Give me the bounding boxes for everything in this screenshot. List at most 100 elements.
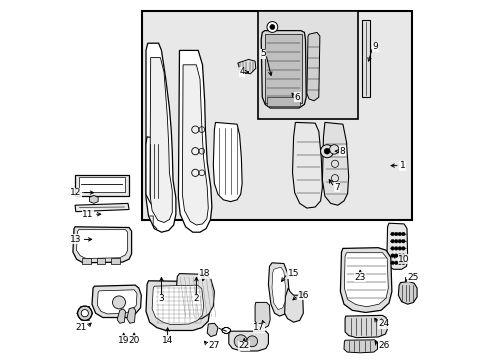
Polygon shape [238, 59, 256, 74]
Polygon shape [98, 290, 137, 314]
Bar [143, 11, 413, 220]
Polygon shape [176, 274, 215, 320]
Circle shape [270, 24, 275, 30]
Circle shape [391, 239, 394, 243]
Bar [258, 11, 358, 119]
Text: 15: 15 [288, 269, 299, 278]
Circle shape [113, 296, 125, 309]
Circle shape [391, 261, 394, 265]
Polygon shape [387, 223, 408, 269]
Text: 1: 1 [400, 161, 406, 170]
Circle shape [394, 239, 398, 243]
Polygon shape [293, 122, 322, 208]
Circle shape [391, 232, 394, 236]
Circle shape [402, 247, 405, 250]
Polygon shape [229, 331, 269, 351]
Text: 10: 10 [398, 255, 410, 264]
Bar [82, 258, 91, 264]
Text: 27: 27 [208, 341, 220, 350]
Text: 26: 26 [378, 341, 390, 350]
Circle shape [324, 148, 330, 154]
Text: 9: 9 [373, 42, 379, 51]
Polygon shape [272, 267, 285, 310]
Bar [75, 175, 129, 196]
Circle shape [402, 239, 405, 243]
Polygon shape [285, 288, 303, 322]
Circle shape [398, 254, 402, 257]
Circle shape [77, 306, 92, 320]
Bar [111, 258, 120, 264]
Polygon shape [127, 307, 136, 323]
Polygon shape [269, 263, 289, 316]
Text: 8: 8 [339, 147, 345, 156]
Bar [97, 258, 105, 264]
Polygon shape [117, 309, 125, 323]
Polygon shape [307, 32, 320, 101]
Polygon shape [146, 281, 210, 330]
Text: 20: 20 [128, 336, 140, 345]
Text: 25: 25 [408, 273, 419, 282]
Polygon shape [75, 203, 129, 212]
Circle shape [247, 336, 258, 347]
Circle shape [394, 247, 398, 250]
Text: 19: 19 [118, 336, 129, 345]
Polygon shape [344, 340, 377, 353]
Polygon shape [146, 43, 176, 232]
Text: 3: 3 [159, 294, 164, 303]
Polygon shape [73, 227, 132, 263]
Polygon shape [213, 122, 242, 202]
Circle shape [391, 254, 394, 257]
Bar [79, 177, 125, 192]
Polygon shape [182, 65, 208, 225]
Circle shape [394, 232, 398, 236]
Bar [362, 20, 370, 97]
Polygon shape [345, 315, 387, 338]
Polygon shape [152, 285, 204, 325]
Polygon shape [398, 282, 417, 304]
Text: 7: 7 [334, 183, 340, 192]
Circle shape [398, 247, 402, 250]
Text: 22: 22 [239, 341, 250, 350]
Text: 14: 14 [162, 336, 173, 345]
Circle shape [398, 232, 402, 236]
Circle shape [398, 261, 402, 265]
Polygon shape [255, 302, 270, 328]
Circle shape [402, 254, 405, 257]
Polygon shape [150, 58, 172, 222]
Circle shape [320, 145, 334, 158]
Polygon shape [344, 253, 388, 307]
Circle shape [391, 247, 394, 250]
Text: 23: 23 [354, 273, 366, 282]
Circle shape [394, 254, 398, 257]
Polygon shape [341, 248, 392, 312]
Polygon shape [146, 137, 162, 209]
Circle shape [234, 335, 247, 348]
Circle shape [398, 239, 402, 243]
Text: 16: 16 [298, 291, 310, 300]
Bar [265, 34, 302, 103]
Circle shape [267, 22, 278, 32]
Text: 6: 6 [294, 93, 300, 102]
Polygon shape [76, 230, 127, 258]
Text: 5: 5 [260, 49, 266, 58]
Polygon shape [322, 122, 349, 205]
Text: 21: 21 [75, 323, 87, 332]
Text: 17: 17 [253, 323, 265, 332]
Circle shape [394, 261, 398, 265]
Text: 4: 4 [240, 68, 245, 77]
Bar [267, 97, 300, 106]
Text: 18: 18 [199, 269, 210, 278]
Circle shape [402, 232, 405, 236]
Text: 13: 13 [70, 235, 81, 244]
Text: 12: 12 [70, 188, 81, 197]
Polygon shape [207, 323, 218, 337]
Polygon shape [92, 285, 141, 318]
Circle shape [330, 145, 339, 154]
Text: 11: 11 [82, 210, 94, 219]
Polygon shape [178, 50, 212, 232]
Polygon shape [90, 195, 98, 203]
Circle shape [81, 310, 88, 317]
Text: 24: 24 [378, 320, 390, 328]
Circle shape [402, 261, 405, 265]
Polygon shape [261, 31, 306, 108]
